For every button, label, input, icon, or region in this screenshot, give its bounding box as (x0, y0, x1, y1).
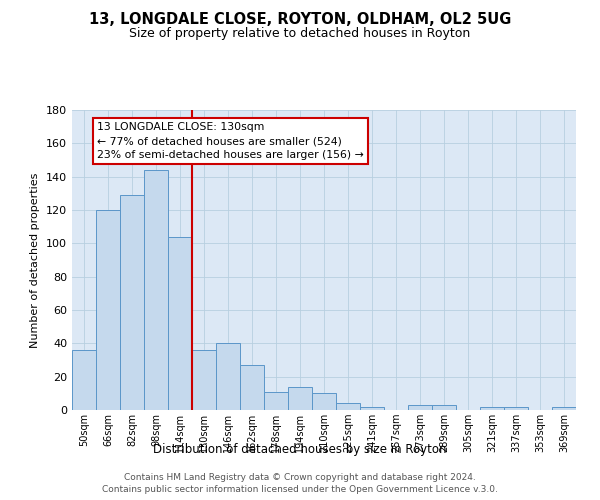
Bar (192, 350, 216, 410)
Text: 13 LONGDALE CLOSE: 130sqm
← 77% of detached houses are smaller (524)
23% of semi: 13 LONGDALE CLOSE: 130sqm ← 77% of detac… (97, 122, 364, 160)
Bar (432, 405, 456, 410)
Bar (216, 344, 240, 410)
Bar (480, 406, 504, 410)
Bar (504, 406, 528, 410)
Bar (120, 195, 144, 410)
Bar (312, 394, 336, 410)
Bar (552, 406, 576, 410)
Bar (264, 392, 288, 410)
Y-axis label: Number of detached properties: Number of detached properties (31, 172, 40, 348)
Bar (96, 210, 120, 410)
Text: Distribution of detached houses by size in Royton: Distribution of detached houses by size … (153, 442, 447, 456)
Bar (336, 404, 360, 410)
Bar (288, 386, 312, 410)
Bar (360, 406, 384, 410)
Text: 13, LONGDALE CLOSE, ROYTON, OLDHAM, OL2 5UG: 13, LONGDALE CLOSE, ROYTON, OLDHAM, OL2 … (89, 12, 511, 28)
Bar (408, 405, 432, 410)
Bar (240, 365, 264, 410)
Text: Contains public sector information licensed under the Open Government Licence v.: Contains public sector information licen… (102, 485, 498, 494)
Bar (144, 170, 168, 410)
Text: Size of property relative to detached houses in Royton: Size of property relative to detached ho… (130, 28, 470, 40)
Text: Contains HM Land Registry data © Crown copyright and database right 2024.: Contains HM Land Registry data © Crown c… (124, 472, 476, 482)
Bar (72, 350, 96, 410)
Bar (168, 236, 192, 410)
